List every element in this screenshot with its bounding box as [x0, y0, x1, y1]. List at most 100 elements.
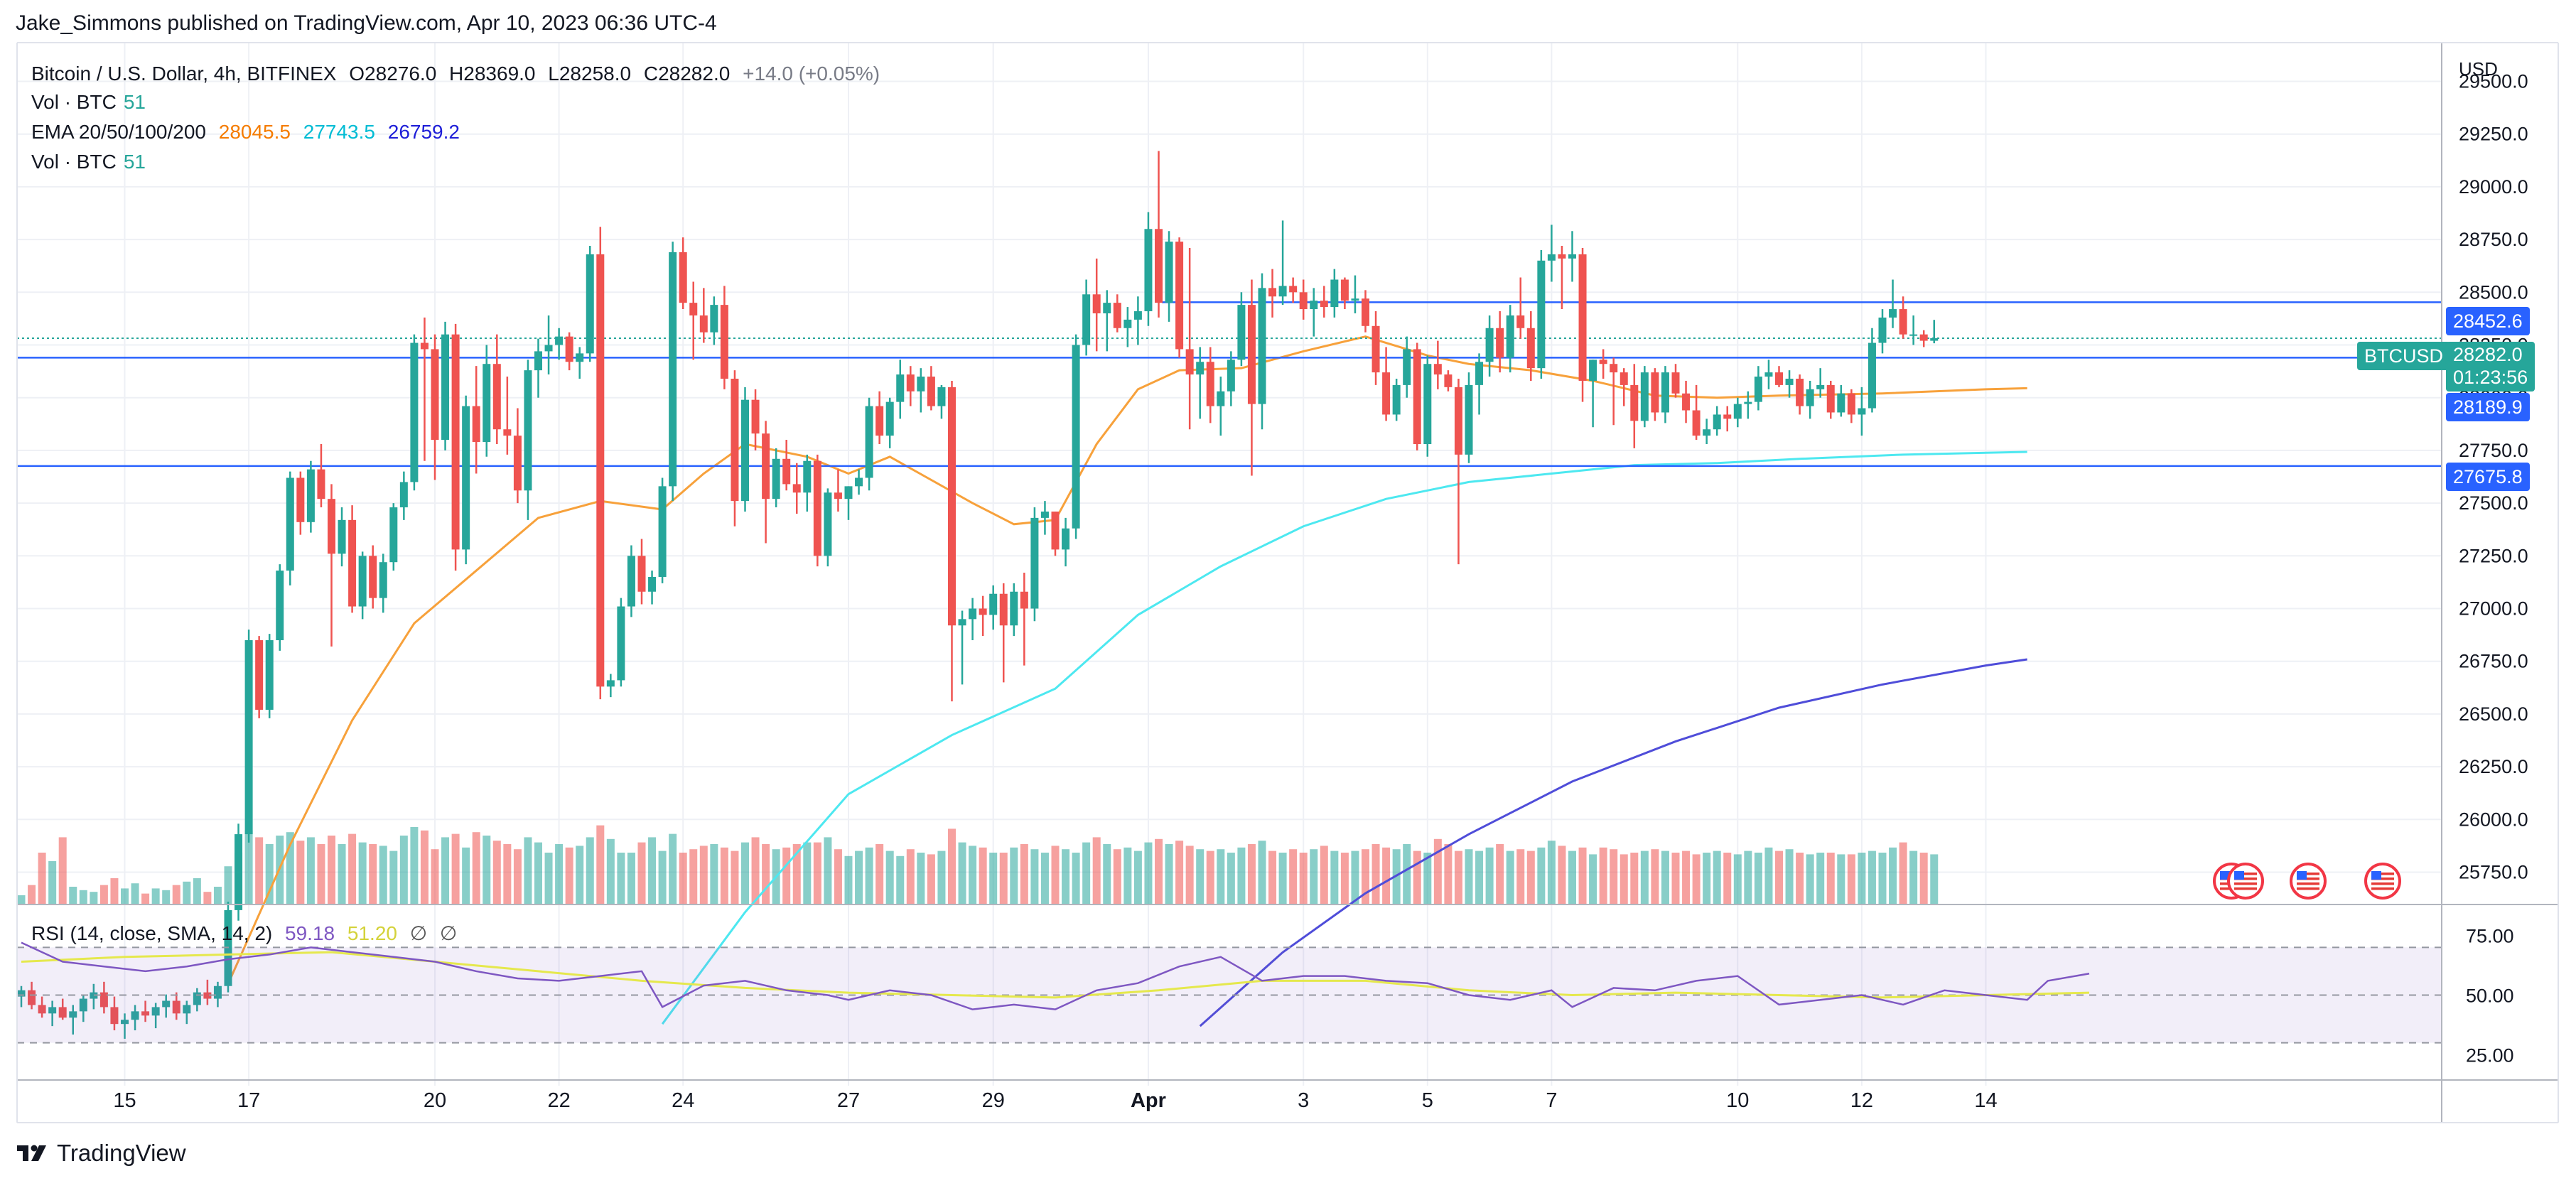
candle-body [885, 401, 894, 436]
volume-bar [958, 842, 966, 904]
candle [472, 366, 480, 474]
candle-body [172, 1000, 180, 1014]
volume-bar [431, 849, 439, 904]
legend-volume[interactable]: Vol · BTC 51 [31, 91, 153, 114]
publisher-line: Jake_Simmons published on TradingView.co… [16, 11, 717, 35]
candle-body [1806, 389, 1814, 406]
candle [1858, 387, 1866, 436]
candle [99, 981, 108, 1014]
legend-ema[interactable]: EMA 20/50/100/200 28045.5 27743.5 26759.… [31, 121, 467, 144]
candle [1516, 277, 1525, 339]
candle-body [1847, 393, 1855, 415]
candle [1713, 406, 1721, 436]
volume-bar [90, 892, 98, 904]
high-label: H [449, 63, 464, 85]
volume-bar [1930, 854, 1939, 904]
volume-bar [1651, 849, 1659, 904]
candle [1744, 391, 1752, 419]
volume-bar [483, 836, 491, 904]
candle [1826, 380, 1835, 419]
candle [937, 384, 946, 419]
candle [689, 281, 698, 360]
volume-bar [58, 837, 67, 904]
candle [1392, 378, 1401, 421]
legend-volume-2[interactable]: Vol · BTC 51 [31, 151, 153, 173]
candle-body [1020, 591, 1028, 609]
candle-body [399, 482, 408, 508]
candle [1640, 366, 1649, 428]
candle [503, 377, 512, 455]
volume-bar [1268, 850, 1277, 904]
symbol-name[interactable]: Bitcoin / U.S. Dollar, 4h, BITFINEX [31, 63, 337, 85]
volume-bar [369, 844, 377, 904]
volume-bar [379, 846, 387, 904]
event-flag-icon[interactable] [2364, 863, 2401, 900]
time-tick-label: 7 [1546, 1089, 1557, 1112]
event-flag-stripe [2297, 882, 2319, 885]
volume-bar [999, 853, 1008, 904]
candle [338, 507, 346, 567]
candle-body [958, 619, 966, 626]
price-tick-label: 27250.0 [2459, 545, 2528, 566]
volume-bar [1547, 841, 1556, 904]
candle-body [338, 519, 346, 554]
candle [483, 345, 491, 457]
candle-body [1640, 372, 1649, 421]
candle-body [503, 429, 512, 436]
ema50-value: 27743.5 [303, 121, 375, 143]
volume-bar [1175, 841, 1184, 904]
legend-rsi[interactable]: RSI (14, close, SMA, 14, 2) 59.18 51.20 … [31, 922, 464, 945]
candle [369, 545, 377, 609]
candle-body [1299, 292, 1308, 310]
candle [1868, 328, 1876, 413]
candle-body [1703, 429, 1711, 436]
time-tick-label: 22 [547, 1089, 570, 1112]
price-tick-label: 26000.0 [2459, 809, 2528, 830]
candle-body [782, 458, 791, 485]
candle-body [865, 406, 873, 478]
event-flag-icon[interactable] [2290, 863, 2327, 900]
candle [1578, 247, 1587, 402]
time-tick-label: 5 [1422, 1089, 1433, 1112]
volume-bar [151, 888, 160, 904]
tradingview-logo[interactable]: TradingView [17, 1140, 186, 1167]
candle-body [710, 305, 718, 333]
low-label: L [548, 63, 559, 85]
rsi-tick-label: 75.00 [2466, 926, 2514, 947]
candle-body [1816, 384, 1825, 389]
candle-body [1247, 305, 1256, 404]
time-tick-label: 27 [837, 1089, 860, 1112]
candle-body [441, 334, 450, 441]
volume-bar [28, 885, 36, 904]
event-flag-stripe [2234, 887, 2257, 890]
candle [1196, 347, 1205, 419]
candle-body [1858, 408, 1866, 415]
volume-bar [1051, 846, 1060, 904]
candle-body [389, 507, 398, 563]
volume-bar [1299, 853, 1308, 904]
candle-body [1516, 315, 1525, 328]
close-value: 28282.0 [658, 63, 731, 85]
candle [565, 332, 573, 371]
candle [1547, 225, 1556, 282]
candle [1320, 286, 1328, 318]
candle-body [1578, 254, 1587, 381]
event-flag-icon[interactable] [2227, 863, 2264, 900]
volume-bar [1133, 850, 1142, 904]
volume-bar [989, 853, 998, 904]
candle-body [1826, 384, 1835, 413]
price-tick-label: 27500.0 [2459, 492, 2528, 514]
candle-body [1837, 393, 1845, 413]
candle [1175, 237, 1184, 358]
candle-body [1630, 384, 1639, 421]
symbol-tag: BTCUSD [2357, 342, 2451, 370]
volume-bar [1030, 849, 1039, 904]
event-flag-stripe [2371, 882, 2394, 885]
candle [1682, 380, 1691, 423]
volume-bar [813, 842, 821, 904]
volume-bar [710, 844, 718, 904]
candle-body [1433, 364, 1442, 375]
volume-bar [1899, 842, 1907, 904]
candle [1030, 507, 1039, 622]
